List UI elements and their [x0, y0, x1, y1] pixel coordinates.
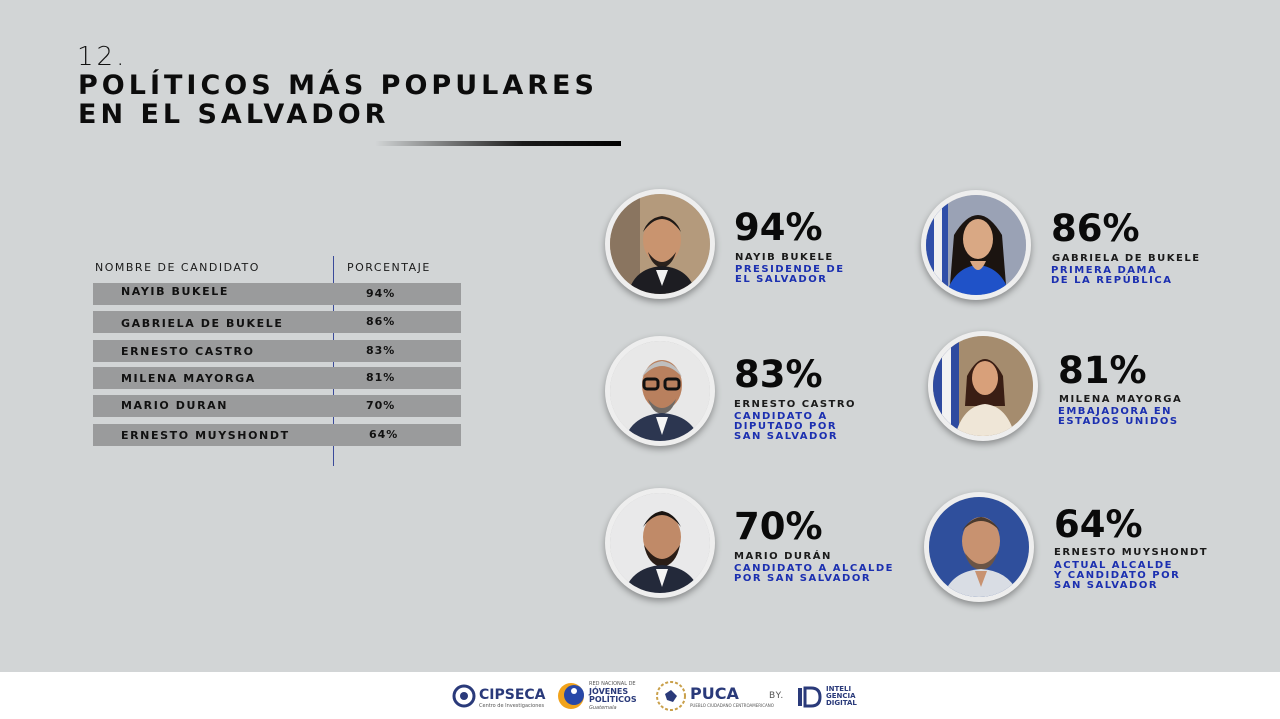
inteligencia-digital-logo: INTELI GENCIA DIGITAL: [795, 683, 857, 709]
portrait-milena-mayorga: [928, 331, 1038, 441]
jovenes-top-text: RED NACIONAL DE: [589, 681, 636, 687]
card-name: ERNESTO MUYSHONDT: [1054, 547, 1209, 558]
row-name: GABRIELA DE BUKELE: [121, 317, 284, 330]
title-underline: [375, 141, 621, 146]
card-percent: 86%: [1051, 207, 1140, 250]
card-name: MARIO DURÁN: [734, 551, 832, 562]
table-row: MILENA MAYORGA 81%: [93, 367, 461, 389]
cipseca-subtext: Centro de Investigaciones: [479, 702, 545, 709]
row-percent: 94%: [366, 287, 396, 300]
table-header-percent: PORCENTAJE: [347, 261, 431, 274]
portrait-mario-duran: [605, 488, 715, 598]
card-name: ERNESTO CASTRO: [734, 399, 857, 410]
title-line-1: POLÍTICOS MÁS POPULARES: [78, 70, 598, 101]
by-label: BY.: [769, 691, 785, 701]
card-percent: 81%: [1058, 349, 1147, 392]
slide: 12. POLÍTICOS MÁS POPULARES EN EL SALVAD…: [77, 42, 1209, 602]
card-role: CANDIDATO A ALCALDE POR SAN SALVADOR: [734, 563, 894, 584]
page-title: POLÍTICOS MÁS POPULARES EN EL SALVADOR: [78, 71, 598, 129]
card-role: EMBAJADORA EN ESTADOS UNIDOS: [1058, 406, 1179, 427]
table-row: GABRIELA DE BUKELE 86%: [93, 311, 461, 333]
row-name: NAYIB BUKELE: [121, 285, 230, 298]
row-percent: 64%: [369, 428, 399, 441]
cipseca-text: CIPSECA: [479, 686, 546, 703]
jovenes-text: JÓVENES POLÍTICOS: [589, 687, 637, 704]
table-row: MARIO DURAN 70%: [93, 395, 461, 417]
title-line-2: EN EL SALVADOR: [78, 99, 390, 130]
card-role: ACTUAL ALCALDE Y CANDIDATO POR SAN SALVA…: [1054, 560, 1181, 591]
jovenes-subtext: Guatemala: [589, 705, 617, 711]
row-name: MARIO DURAN: [121, 399, 229, 412]
puca-subtext: PUEBLO CIUDADANO CENTROAMERICANO: [690, 703, 774, 708]
id-text: INTELI GENCIA DIGITAL: [826, 684, 857, 707]
card-role: PRESIDENDE DE EL SALVADOR: [735, 264, 845, 285]
card-name: MILENA MAYORGA: [1059, 394, 1183, 405]
puca-icon: [656, 681, 686, 711]
card-role: PRIMERA DAMA DE LA REPÚBLICA: [1051, 265, 1173, 286]
portrait-gabriela-de-bukele: [921, 190, 1031, 300]
card-percent: 83%: [734, 353, 823, 396]
row-name: ERNESTO CASTRO: [121, 345, 255, 358]
row-percent: 86%: [366, 315, 396, 328]
puca-logo: PUCA PUEBLO CIUDADANO CENTROAMERICANO: [655, 681, 774, 711]
table-row: ERNESTO MUYSHONDT 64%: [93, 424, 461, 446]
footer: CIPSECA Centro de Investigaciones RED NA…: [0, 672, 1280, 719]
puca-text: PUCA: [690, 684, 739, 703]
jovenes-icon: [558, 683, 584, 709]
card-percent: 70%: [734, 505, 823, 548]
portrait-ernesto-castro: [605, 336, 715, 446]
cipseca-logo: CIPSECA Centro de Investigaciones: [452, 683, 546, 709]
row-percent: 70%: [366, 399, 396, 412]
jovenes-politicos-logo: RED NACIONAL DE JÓVENES POLÍTICOS Guatem…: [556, 681, 637, 711]
card-name: NAYIB BUKELE: [735, 252, 834, 263]
row-percent: 83%: [366, 344, 396, 357]
portrait-nayib-bukele: [605, 189, 715, 299]
row-name: MILENA MAYORGA: [121, 372, 256, 385]
card-name: GABRIELA DE BUKELE: [1052, 253, 1201, 264]
table-row: NAYIB BUKELE 94%: [93, 283, 461, 305]
row-percent: 81%: [366, 371, 396, 384]
portrait-ernesto-muyshondt: [924, 492, 1034, 602]
cipseca-icon: [452, 684, 476, 708]
row-name: ERNESTO MUYSHONDT: [121, 429, 290, 442]
card-percent: 94%: [734, 206, 823, 249]
card-role: CANDIDATO A DIPUTADO POR SAN SALVADOR: [734, 411, 839, 442]
card-percent: 64%: [1054, 503, 1143, 546]
table-header-name: NOMBRE DE CANDIDATO: [95, 261, 260, 274]
id-icon: [798, 686, 822, 708]
table-row: ERNESTO CASTRO 83%: [93, 340, 461, 362]
section-number: 12.: [77, 42, 128, 72]
